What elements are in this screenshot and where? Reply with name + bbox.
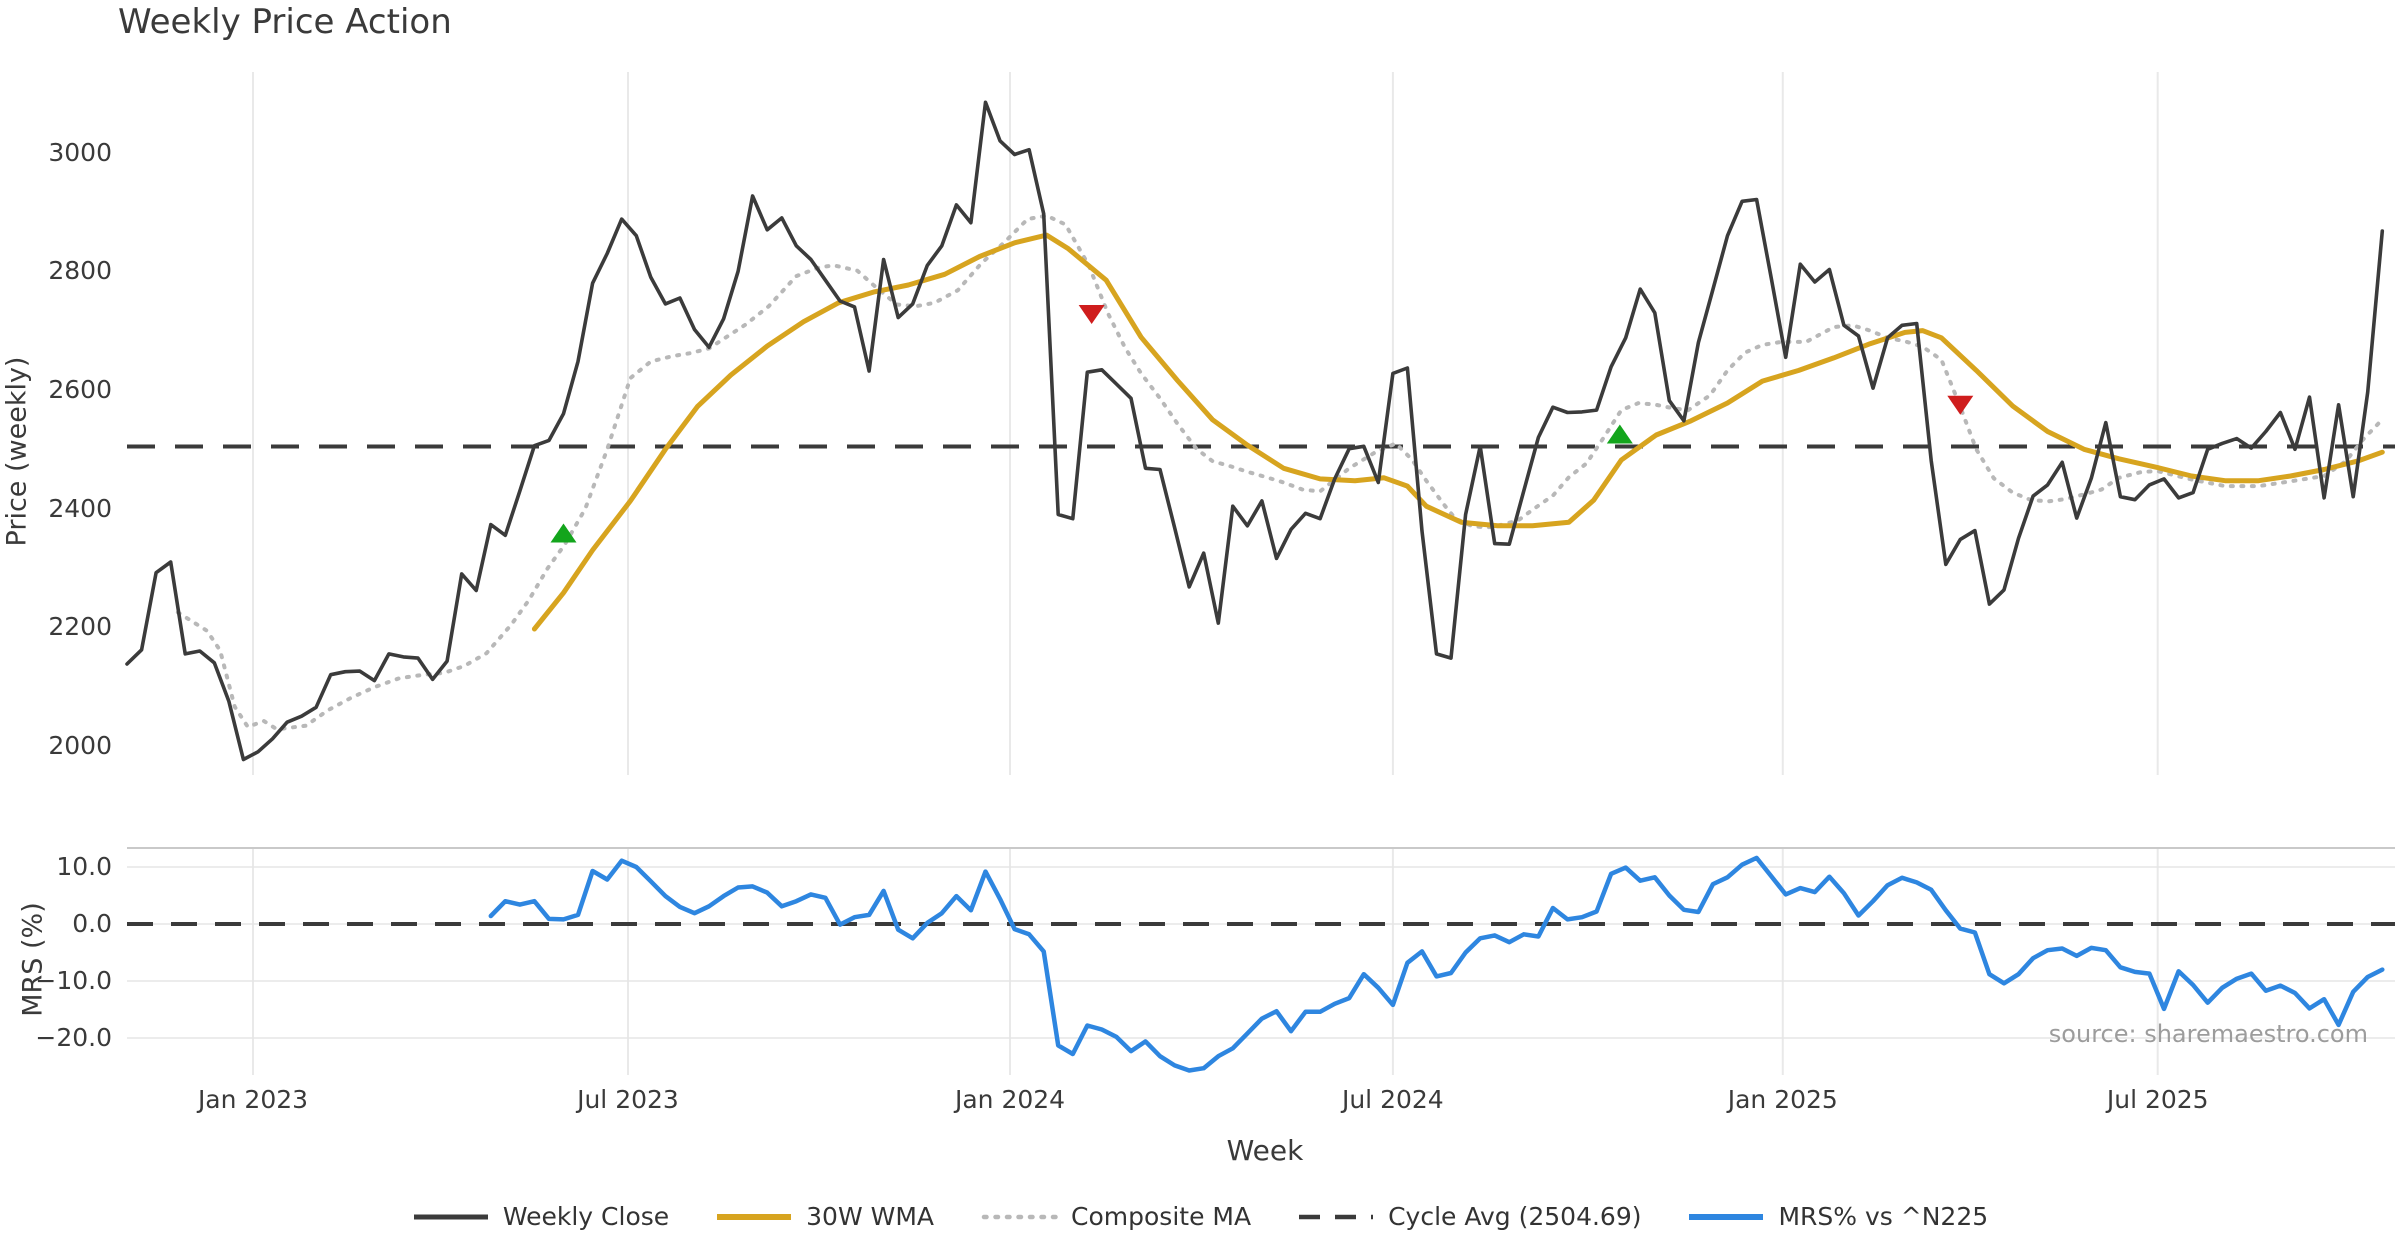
legend-label: Cycle Avg (2504.69) — [1388, 1202, 1642, 1231]
weekly-close-line — [125, 100, 2385, 762]
wma30-line — [531, 232, 2385, 632]
x-tick-label: Jan 2024 — [954, 1085, 1066, 1114]
legend-label: Composite MA — [1071, 1202, 1252, 1231]
legend-item-composite-ma: Composite MA — [980, 1202, 1251, 1231]
price-axis-label: Price (weekly) — [1, 356, 33, 547]
mrs-line — [488, 855, 2385, 1073]
legend-item-weekly-close: Weekly Close — [412, 1202, 669, 1231]
cycle-avg-swatch-icon — [1299, 1214, 1374, 1219]
legend-item-cycle-avg: Cycle Avg (2504.69) — [1297, 1202, 1641, 1231]
x-axis-label: Week — [1226, 1134, 1304, 1167]
composite-ma-swatch-icon — [981, 1214, 1059, 1219]
mrs-tick-label: −10.0 — [35, 966, 112, 995]
price-tick-label: 2200 — [48, 612, 112, 642]
mrs-swatch-icon — [1689, 1213, 1764, 1220]
buy-signal-icon — [1606, 424, 1633, 444]
sell-signal-icon — [1078, 305, 1105, 325]
sell-signal-icon — [1947, 395, 1974, 415]
x-tick-label: Jan 2025 — [1727, 1085, 1838, 1114]
legend-label: 30W WMA — [806, 1202, 935, 1231]
legend-label: Weekly Close — [502, 1202, 670, 1231]
price-tick-label: 2000 — [48, 730, 112, 760]
x-tick-label: Jul 2025 — [2106, 1085, 2209, 1114]
mrs-tick-label: 10.0 — [56, 852, 112, 881]
mrs-tick-label: 0.0 — [72, 909, 112, 938]
source-note: source: sharemaestro.com — [2048, 1020, 2368, 1048]
chart-title: Weekly Price Action — [118, 2, 452, 42]
legend-label: MRS% vs ^N225 — [1778, 1202, 1989, 1231]
price-tick-label: 2400 — [48, 493, 112, 523]
wma30-swatch-icon — [717, 1213, 792, 1220]
price-tick-label: 3000 — [48, 137, 112, 167]
composite-ma-line — [175, 213, 2382, 732]
price-tick-label: 2800 — [48, 256, 112, 286]
buy-signal-icon — [550, 523, 577, 543]
legend-item-wma30: 30W WMA — [715, 1202, 934, 1231]
x-tick-label: Jul 2024 — [1341, 1085, 1444, 1114]
legend: Weekly Close 30W WMA Composite MA Cycle … — [0, 1202, 2400, 1231]
weekly-close-swatch-icon — [413, 1214, 488, 1219]
x-tick-label: Jan 2023 — [197, 1085, 309, 1114]
legend-item-mrs: MRS% vs ^N225 — [1687, 1202, 1988, 1231]
mrs-tick-label: −20.0 — [35, 1023, 112, 1052]
price-tick-label: 2600 — [48, 374, 112, 404]
x-tick-label: Jul 2023 — [577, 1085, 679, 1114]
